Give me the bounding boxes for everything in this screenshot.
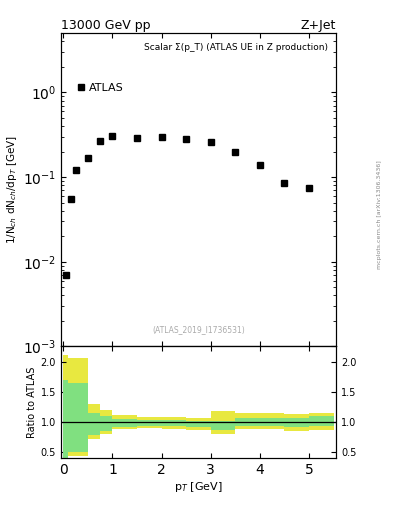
ATLAS (98, 138, 103, 144)
ATLAS (184, 136, 189, 142)
ATLAS (159, 134, 164, 140)
ATLAS (233, 148, 238, 155)
ATLAS (73, 167, 78, 174)
Legend: ATLAS: ATLAS (75, 79, 127, 96)
ATLAS (110, 133, 115, 139)
Text: (ATLAS_2019_I1736531): (ATLAS_2019_I1736531) (152, 325, 245, 334)
ATLAS (257, 162, 262, 168)
ATLAS (135, 135, 140, 141)
ATLAS (208, 139, 213, 145)
Text: 13000 GeV pp: 13000 GeV pp (61, 19, 151, 32)
ATLAS (282, 180, 287, 186)
ATLAS (64, 272, 68, 278)
Text: mcplots.cern.ch [arXiv:1306.3436]: mcplots.cern.ch [arXiv:1306.3436] (377, 161, 382, 269)
Text: Scalar Σ(p_T) (ATLAS UE in Z production): Scalar Σ(p_T) (ATLAS UE in Z production) (144, 42, 328, 52)
Y-axis label: Ratio to ATLAS: Ratio to ATLAS (26, 367, 37, 438)
Y-axis label: 1/N$_{ch}$ dN$_{ch}$/dp$_T$ [GeV]: 1/N$_{ch}$ dN$_{ch}$/dp$_T$ [GeV] (5, 135, 18, 244)
Line: ATLAS: ATLAS (63, 133, 312, 278)
ATLAS (86, 155, 90, 161)
ATLAS (307, 185, 311, 191)
X-axis label: p$_T$ [GeV]: p$_T$ [GeV] (174, 480, 223, 494)
ATLAS (68, 196, 73, 202)
Text: Z+Jet: Z+Jet (301, 19, 336, 32)
